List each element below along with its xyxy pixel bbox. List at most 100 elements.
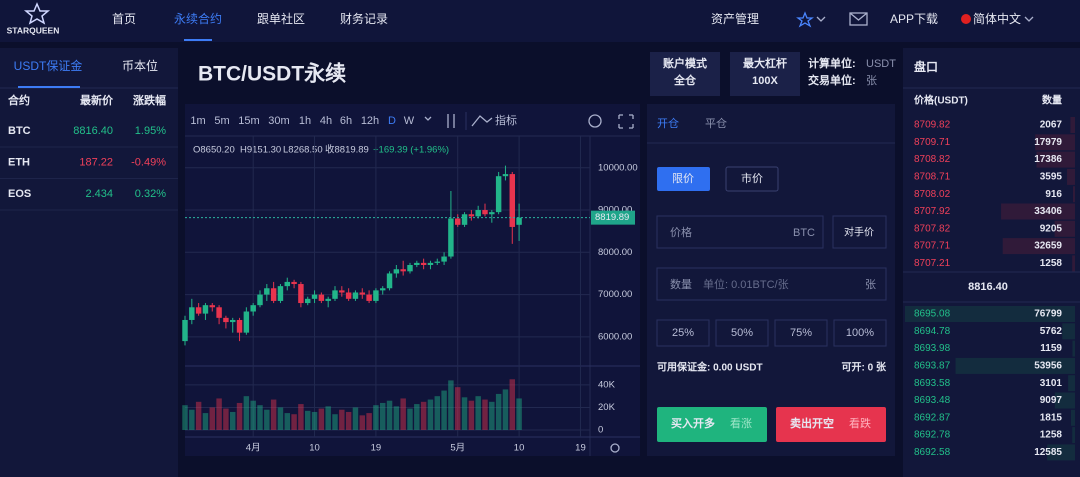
ob-price[interactable]: 8708.71 bbox=[914, 172, 951, 183]
ob-price[interactable]: 8707.71 bbox=[914, 241, 951, 252]
ob-price[interactable]: 8693.58 bbox=[914, 378, 951, 389]
interval[interactable]: 30m bbox=[268, 115, 289, 127]
interval[interactable]: 15m bbox=[238, 115, 259, 127]
nav-right[interactable]: 资产管理 bbox=[711, 11, 759, 26]
ob-price[interactable]: 8693.87 bbox=[914, 361, 951, 372]
market-button[interactable] bbox=[725, 166, 779, 192]
candle-body bbox=[284, 281, 290, 287]
counter-button[interactable] bbox=[832, 215, 887, 249]
ob-amount: 3595 bbox=[1040, 172, 1063, 183]
interval[interactable]: 4h bbox=[320, 115, 332, 127]
ohlc-header: H9151.30 bbox=[240, 145, 281, 156]
interval[interactable]: W bbox=[404, 115, 415, 127]
leverage-box[interactable] bbox=[730, 52, 800, 96]
ob-price[interactable]: 8694.78 bbox=[914, 326, 951, 337]
market-name[interactable]: EOS bbox=[8, 188, 31, 200]
candle-body bbox=[400, 269, 406, 272]
sell-hint[interactable]: 看跌 bbox=[849, 416, 871, 430]
nav-underline bbox=[184, 39, 212, 41]
indicator-icon[interactable] bbox=[471, 115, 493, 127]
ob-price[interactable]: 8695.08 bbox=[914, 309, 951, 320]
x-tick-label: 10 bbox=[514, 443, 525, 454]
chevron[interactable] bbox=[424, 116, 432, 121]
buy-button[interactable] bbox=[657, 407, 767, 442]
candle-icon[interactable] bbox=[447, 114, 455, 128]
market-tab[interactable]: USDT保证金 bbox=[14, 58, 83, 73]
market-name[interactable]: ETH bbox=[8, 156, 30, 168]
percent-button[interactable] bbox=[833, 319, 887, 347]
interval[interactable]: 12h bbox=[361, 115, 379, 127]
ob-price[interactable]: 8707.92 bbox=[914, 206, 951, 217]
volume-bar bbox=[455, 387, 461, 430]
market-header: 最新价 bbox=[80, 93, 114, 107]
counter-label[interactable]: 对手价 bbox=[844, 226, 874, 239]
mail-icon[interactable] bbox=[849, 12, 868, 26]
volume-bar bbox=[209, 407, 215, 430]
percent-label[interactable]: 100% bbox=[846, 327, 874, 339]
interval[interactable]: 1m bbox=[190, 115, 205, 127]
percent-button[interactable] bbox=[656, 319, 710, 347]
nav-item[interactable]: 首页 bbox=[112, 12, 136, 26]
buy-label[interactable]: 买入开多 bbox=[671, 416, 715, 430]
interval[interactable]: D bbox=[388, 115, 396, 127]
star-icon[interactable] bbox=[796, 11, 814, 28]
market-tab[interactable]: 币本位 bbox=[122, 58, 158, 73]
candle-body bbox=[339, 290, 345, 293]
buy-hint[interactable]: 看涨 bbox=[730, 416, 752, 430]
order-type[interactable]: 限价 bbox=[672, 172, 694, 185]
ob-price[interactable]: 8692.58 bbox=[914, 447, 951, 458]
nav-right[interactable]: APP下载 bbox=[890, 12, 938, 26]
chevron[interactable] bbox=[816, 16, 826, 22]
ob-price[interactable]: 8709.82 bbox=[914, 120, 951, 131]
nav-item[interactable]: 跟单社区 bbox=[257, 11, 305, 26]
volume-bar bbox=[461, 397, 468, 430]
ob-price[interactable]: 8693.98 bbox=[914, 343, 951, 354]
ob-price[interactable]: 8709.71 bbox=[914, 137, 951, 148]
percent-label[interactable]: 50% bbox=[731, 327, 753, 339]
indicator[interactable]: 指标 bbox=[495, 113, 517, 127]
order-type[interactable]: 市价 bbox=[741, 171, 763, 185]
sell-label[interactable]: 卖出开空 bbox=[790, 416, 834, 430]
nav-right[interactable]: 简体中文 bbox=[973, 11, 1021, 26]
market-name[interactable]: BTC bbox=[8, 125, 31, 137]
percent-label[interactable]: 75% bbox=[790, 327, 812, 339]
chevron[interactable] bbox=[1024, 16, 1034, 22]
percent-label[interactable]: 25% bbox=[672, 327, 694, 339]
order-tab[interactable]: 平仓 bbox=[705, 116, 727, 130]
time-settings-icon[interactable] bbox=[610, 443, 620, 453]
limit-button[interactable] bbox=[657, 167, 710, 191]
order-tab[interactable]: 开仓 bbox=[657, 116, 679, 130]
settings-icon[interactable] bbox=[588, 114, 602, 128]
ob-price[interactable]: 8692.78 bbox=[914, 430, 951, 441]
candle-body bbox=[195, 307, 202, 314]
nav-item[interactable]: 永续合约 bbox=[174, 11, 222, 26]
price-input[interactable] bbox=[656, 215, 824, 249]
market-header: 合约 bbox=[8, 93, 30, 107]
ob-amount: 1815 bbox=[1040, 412, 1063, 423]
ob-amount: 32659 bbox=[1034, 241, 1062, 252]
nav-item[interactable]: 财务记录 bbox=[340, 11, 388, 26]
mode-box[interactable] bbox=[650, 52, 720, 96]
volume-bar bbox=[386, 400, 393, 430]
ob-price[interactable]: 8708.02 bbox=[914, 189, 951, 200]
percent-button[interactable] bbox=[774, 319, 828, 347]
depth-bar bbox=[1072, 186, 1075, 203]
interval[interactable]: 6h bbox=[340, 115, 352, 127]
interval[interactable]: 1h bbox=[299, 115, 311, 127]
fullscreen-icon[interactable] bbox=[618, 114, 634, 129]
last-price-label: 8819.89 bbox=[595, 212, 629, 223]
sell-button[interactable] bbox=[776, 407, 886, 442]
candle-body bbox=[243, 311, 250, 333]
candle-body bbox=[236, 319, 243, 333]
interval[interactable]: 5m bbox=[214, 115, 229, 127]
volume-bar bbox=[243, 396, 250, 430]
ob-price[interactable]: 8693.48 bbox=[914, 395, 951, 406]
candle-body bbox=[475, 210, 481, 217]
percent-button[interactable] bbox=[715, 319, 769, 347]
ob-price[interactable]: 8692.87 bbox=[914, 412, 951, 423]
qty-input[interactable] bbox=[656, 267, 887, 301]
volume-bar bbox=[311, 411, 318, 430]
ob-price[interactable]: 8707.82 bbox=[914, 223, 951, 234]
ob-price[interactable]: 8708.82 bbox=[914, 154, 951, 165]
ob-price[interactable]: 8707.21 bbox=[914, 258, 951, 269]
